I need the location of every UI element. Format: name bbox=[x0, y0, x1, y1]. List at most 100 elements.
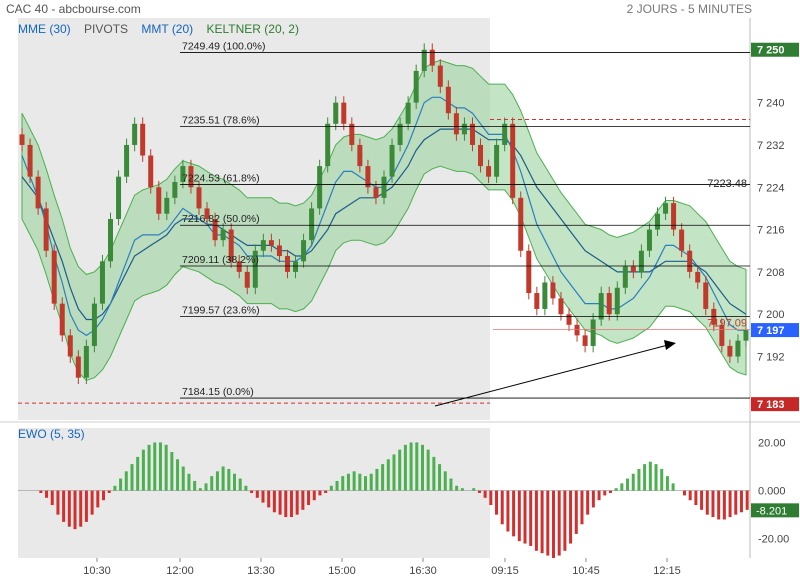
candle-body bbox=[486, 166, 492, 177]
ewo-bar bbox=[403, 444, 407, 491]
ewo-bar bbox=[489, 490, 493, 506]
candle-body bbox=[317, 166, 323, 209]
ewo-bar bbox=[210, 476, 214, 491]
candle-body bbox=[582, 335, 588, 346]
keltner-band bbox=[21, 59, 747, 381]
ewo-bar bbox=[398, 449, 402, 491]
fib-label: 7199.57 (23.6%) bbox=[182, 304, 260, 316]
ewo-bar bbox=[67, 490, 71, 527]
ewo-bar bbox=[187, 473, 191, 491]
ewo-bar bbox=[614, 488, 618, 491]
candle-body bbox=[671, 203, 677, 230]
ewo-current-tag bbox=[751, 503, 799, 518]
legend-keltner[interactable]: KELTNER (20, 2) bbox=[206, 22, 299, 36]
candle-body bbox=[116, 176, 122, 219]
legend-mmt[interactable]: MMT (20) bbox=[141, 22, 194, 36]
candle-body bbox=[663, 203, 669, 214]
ewo-bar bbox=[603, 490, 607, 496]
ewo-current-label: -8.201 bbox=[756, 505, 787, 517]
candle-body bbox=[284, 256, 290, 272]
candle-body bbox=[679, 229, 685, 251]
ewo-bar bbox=[84, 490, 88, 522]
candle-body bbox=[542, 282, 548, 309]
candle-body bbox=[164, 197, 170, 214]
price-annotation: 7223.48 bbox=[707, 178, 747, 190]
ewo-bar bbox=[580, 490, 584, 525]
candle-body bbox=[598, 293, 604, 320]
candle-body bbox=[252, 250, 258, 288]
ewo-bar bbox=[745, 490, 749, 510]
ewo-bar bbox=[107, 490, 111, 493]
candle-body bbox=[276, 245, 282, 257]
x-tick-label: 12:15 bbox=[653, 565, 681, 577]
ewo-session-shade bbox=[18, 428, 490, 558]
candle-body bbox=[349, 123, 355, 145]
candle-body bbox=[381, 176, 387, 198]
ewo-bar bbox=[631, 473, 635, 491]
price-tag-label: 7 197 bbox=[757, 325, 785, 337]
ewo-bar bbox=[284, 490, 288, 518]
ewo-y-tick-label: -20.00 bbox=[758, 534, 789, 546]
y-tick-label: 7 200 bbox=[757, 309, 785, 321]
ewo-bar bbox=[705, 490, 709, 515]
trend-arrow-line bbox=[434, 344, 669, 407]
candle-body bbox=[502, 123, 508, 145]
ewo-bar bbox=[671, 483, 675, 491]
ewo-y-tick-label: 20.00 bbox=[758, 437, 786, 449]
period-label: 2 JOURS - 5 MINUTES bbox=[626, 2, 752, 16]
legend-mme[interactable]: MME (30) bbox=[18, 22, 71, 36]
fib-label: 7184.15 (0.0%) bbox=[182, 386, 254, 398]
x-tick-label: 12:00 bbox=[166, 565, 194, 577]
ewo-bar bbox=[477, 490, 481, 493]
ewo-bar bbox=[39, 490, 43, 493]
y-tick-label: 7 224 bbox=[757, 182, 785, 194]
legend-pivots[interactable]: PIVOTS bbox=[84, 22, 129, 36]
candle-body bbox=[397, 123, 403, 145]
ewo-bar bbox=[119, 478, 123, 491]
ewo-bar bbox=[415, 442, 419, 491]
candle-body bbox=[735, 340, 741, 357]
ewo-bar bbox=[529, 490, 533, 546]
price-tag-box bbox=[751, 397, 799, 412]
ewo-bar bbox=[682, 490, 686, 496]
candle-body bbox=[590, 319, 596, 346]
ewo-bar bbox=[506, 490, 510, 532]
ewo-bar bbox=[50, 490, 54, 506]
ewo-bar bbox=[574, 490, 578, 534]
ewo-bar bbox=[233, 473, 237, 491]
ewo-bar bbox=[45, 490, 49, 498]
x-tick-label: 16:30 bbox=[409, 565, 437, 577]
ewo-bar bbox=[358, 473, 362, 491]
ewo-bar bbox=[272, 490, 276, 513]
ewo-bar bbox=[261, 490, 265, 503]
ewo-bar bbox=[289, 490, 293, 518]
ewo-bar bbox=[381, 464, 385, 491]
candle-body bbox=[510, 123, 516, 198]
candle-body bbox=[180, 166, 186, 182]
candle-body bbox=[494, 144, 500, 177]
candle-body bbox=[83, 345, 89, 378]
candle-body bbox=[646, 229, 652, 251]
ewo-bar bbox=[158, 442, 162, 491]
ewo-bar bbox=[329, 485, 333, 491]
ewo-bar bbox=[643, 464, 647, 491]
x-tick-label: 10:30 bbox=[83, 565, 111, 577]
ewo-bar bbox=[626, 478, 630, 491]
ewo-bar bbox=[193, 480, 197, 491]
legend: MME (30) PIVOTS MMT (20) KELTNER (20, 2) bbox=[18, 22, 309, 36]
ewo-bar bbox=[346, 473, 350, 491]
candle-body bbox=[478, 144, 484, 167]
candle-body bbox=[43, 208, 49, 251]
candle-body bbox=[172, 181, 178, 198]
candle-body bbox=[204, 208, 210, 219]
candle-body bbox=[236, 261, 242, 272]
ewo-bar bbox=[301, 490, 305, 510]
candle-body bbox=[75, 356, 81, 378]
y-tick-label: 7 208 bbox=[757, 267, 785, 279]
candle-body bbox=[373, 187, 379, 198]
ewo-bar bbox=[591, 490, 595, 508]
candle-body bbox=[59, 303, 65, 336]
candle-body bbox=[325, 123, 331, 167]
ewo-bar bbox=[312, 490, 316, 501]
